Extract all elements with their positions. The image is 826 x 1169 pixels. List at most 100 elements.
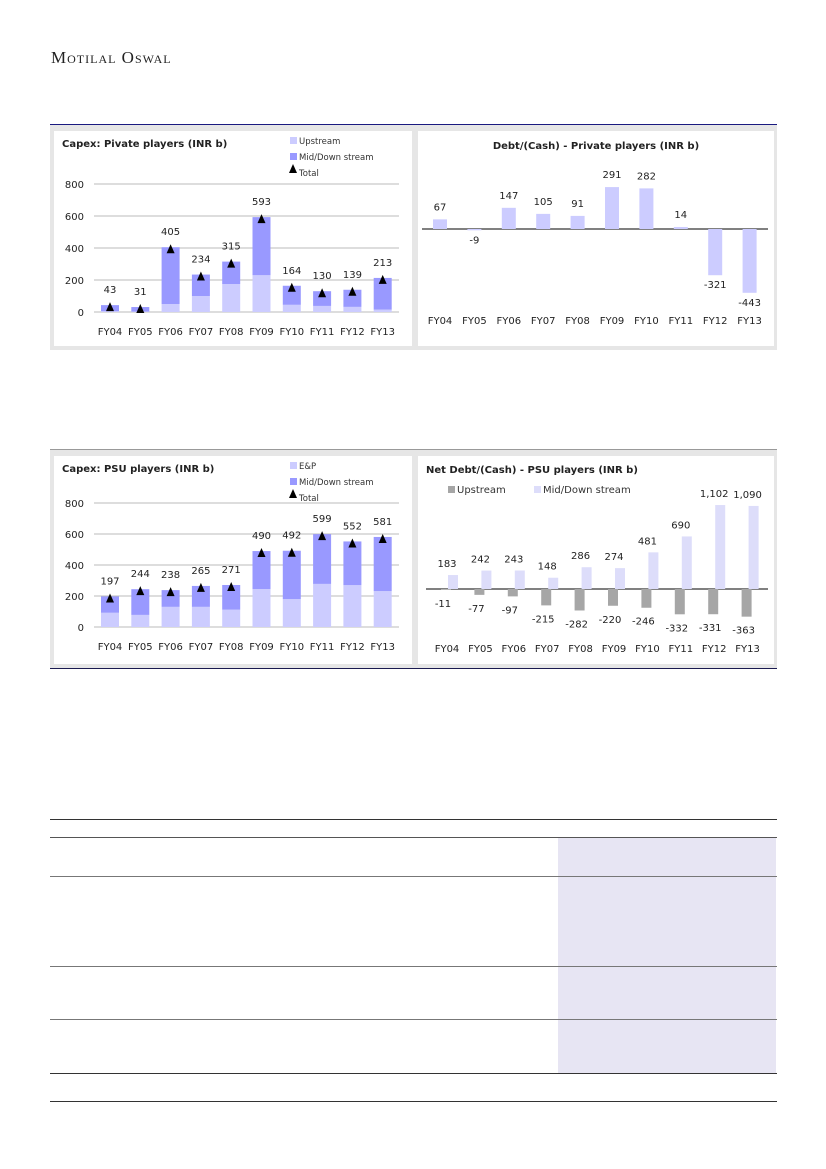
total-marker	[227, 258, 236, 268]
data-label: 130	[313, 271, 332, 282]
x-tick-label: FY11	[310, 327, 335, 338]
data-label: -246	[632, 617, 655, 628]
y-tick-label: 200	[65, 276, 84, 287]
total-marker	[318, 531, 327, 541]
chart-private-debt: Debt/(Cash) - Private players (INR b) 67 F…	[418, 131, 774, 346]
table-rule	[50, 1073, 777, 1074]
bar-e-p	[101, 612, 119, 627]
x-tick-label: FY10	[280, 327, 305, 338]
data-label: 105	[534, 197, 553, 208]
x-tick-label: FY12	[702, 644, 727, 655]
total-marker	[106, 302, 114, 312]
bar-mid-down-stream	[222, 261, 241, 284]
legend-label: Mid/Down stream	[299, 153, 374, 163]
x-tick-label: FY13	[737, 316, 762, 327]
bar-upstream	[373, 309, 392, 312]
bar-upstream	[741, 589, 752, 617]
bar-mid-downstream	[715, 505, 726, 589]
bar-e-p	[191, 606, 210, 627]
bar-mid-down-stream	[282, 550, 301, 600]
x-tick-label: FY10	[634, 316, 659, 327]
bar-e-p	[282, 599, 301, 627]
x-tick-label: FY06	[502, 644, 527, 655]
table-rule	[50, 966, 777, 967]
data-label: 31	[134, 287, 147, 298]
bar-mid-downstream	[548, 577, 559, 589]
data-label: -363	[732, 626, 755, 637]
y-tick-label: 600	[65, 212, 84, 223]
table-rule	[50, 1101, 777, 1102]
bar-upstream	[641, 589, 652, 608]
total-marker	[348, 286, 357, 296]
data-label: 43	[104, 285, 117, 296]
data-label: -77	[468, 604, 484, 615]
bar-upstream	[101, 311, 119, 312]
data-label: -443	[738, 298, 761, 309]
data-label: -321	[704, 280, 727, 291]
x-tick-label: FY10	[280, 642, 305, 653]
bar-mid-down-stream	[252, 217, 271, 276]
data-label: 197	[100, 576, 119, 587]
chart-panel-psu: Capex: PSU players (INR b) E&P Mid/Down st…	[50, 450, 777, 668]
bar-mid-downstream	[615, 568, 625, 589]
data-label: 242	[471, 555, 490, 566]
x-tick-label: FY12	[703, 316, 728, 327]
bar-mid-down-stream	[131, 589, 150, 615]
bar-e-p	[161, 606, 180, 627]
bar-upstream	[191, 296, 210, 312]
chart-psu-capex: Capex: PSU players (INR b) E&P Mid/Down st…	[54, 456, 412, 664]
data-label: 490	[252, 531, 271, 542]
total-marker	[166, 587, 175, 597]
data-label: 1,102	[700, 489, 729, 500]
legend-swatch	[290, 462, 297, 469]
table-rule	[50, 837, 777, 838]
chart-panel-private: Capex: Pivate players (INR b) Upstream Mid…	[50, 125, 777, 350]
legend-swatch	[534, 486, 541, 493]
y-tick-label: 400	[65, 561, 84, 572]
chart-psu-net-debt: Net Debt/(Cash) - PSU players (INR b) Ups…	[418, 456, 774, 664]
chart-title: Capex: Pivate players (INR b)	[62, 139, 227, 150]
legend-label: Upstream	[299, 137, 340, 147]
bar-e-p	[252, 589, 271, 627]
bar-mid-downstream	[448, 575, 458, 589]
total-marker	[166, 244, 175, 254]
section-rule	[50, 449, 777, 450]
bar-mid-down-stream	[191, 274, 210, 296]
x-tick-label: FY08	[219, 327, 244, 338]
legend-swatch	[290, 153, 297, 160]
bar-mid-downstream	[481, 570, 492, 589]
x-tick-label: FY04	[98, 642, 123, 653]
total-marker	[227, 581, 236, 591]
y-tick-label: 600	[65, 530, 84, 541]
bar-mid-down-stream	[343, 289, 362, 307]
bar-mid-downstream	[748, 505, 759, 589]
legend-swatch	[290, 137, 297, 144]
x-tick-label: FY06	[497, 316, 522, 327]
section-rule	[50, 668, 777, 669]
bar-mid-down-stream	[343, 541, 362, 586]
bar-upstream	[343, 306, 362, 312]
bar-debt	[536, 213, 551, 229]
data-label: -331	[699, 623, 722, 634]
bar-upstream	[674, 589, 685, 615]
x-tick-label: FY11	[669, 316, 694, 327]
total-marker	[378, 274, 387, 284]
bar-upstream	[222, 284, 241, 312]
chart-title: Capex: PSU players (INR b)	[62, 464, 214, 475]
bar-mid-down-stream	[373, 277, 392, 310]
y-tick-label: 800	[65, 180, 84, 191]
bar-mid-down-stream	[313, 534, 332, 584]
data-label: 243	[504, 554, 523, 565]
legend-label: Mid/Down stream	[543, 485, 631, 496]
data-label: 405	[161, 227, 180, 238]
legend-label: Total	[298, 169, 319, 179]
x-tick-label: FY05	[468, 644, 493, 655]
data-label: 148	[538, 562, 557, 573]
bar-mid-down-stream	[313, 291, 332, 306]
total-marker	[348, 538, 357, 548]
data-label: 238	[161, 570, 180, 581]
x-tick-label: FY06	[158, 642, 183, 653]
data-label: 593	[252, 197, 271, 208]
data-label: 271	[222, 565, 241, 576]
